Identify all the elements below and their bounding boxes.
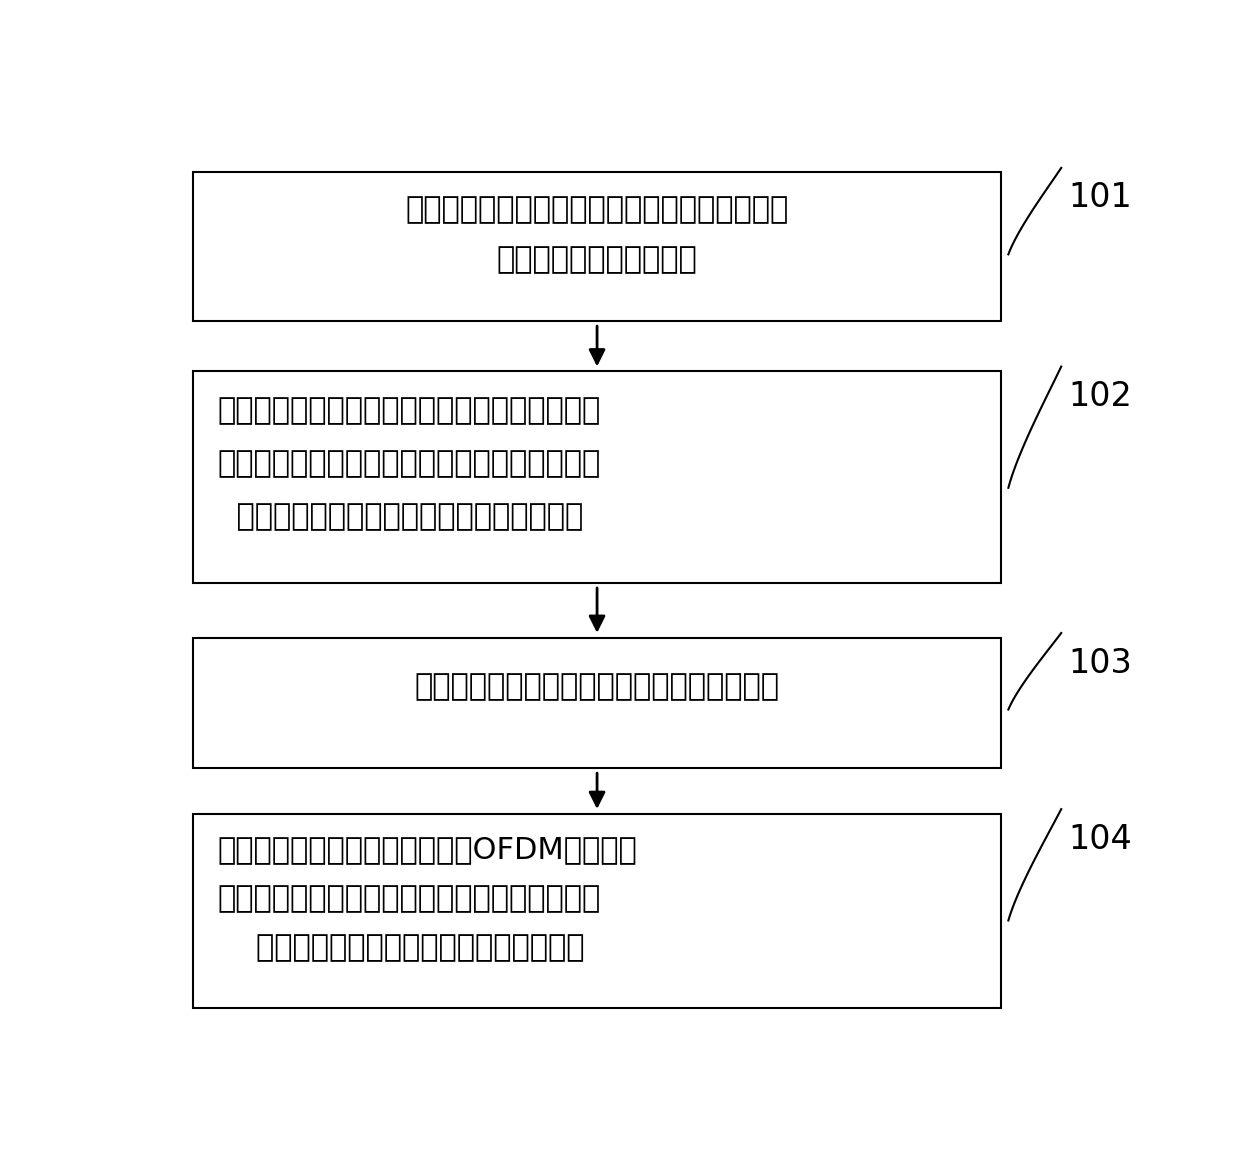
Text: 设备向服务器提供携带有设备相关信息的设备描: 设备向服务器提供携带有设备相关信息的设备描 bbox=[405, 195, 789, 224]
Text: 104: 104 bbox=[1068, 822, 1132, 855]
Bar bbox=[193, 638, 1001, 768]
Bar bbox=[193, 371, 1001, 583]
Text: 证，若认证通过，则为设备分配设备参数，并将: 证，若认证通过，则为设备分配设备参数，并将 bbox=[217, 449, 600, 479]
Text: 设备参数添加至设备描述模板后返回至设备: 设备参数添加至设备描述模板后返回至设备 bbox=[217, 502, 584, 531]
Bar bbox=[193, 172, 1001, 321]
Text: 101: 101 bbox=[1068, 182, 1132, 215]
Text: 设备按照其自的通信协议，通过OFDM电力线载: 设备按照其自的通信协议，通过OFDM电力线载 bbox=[217, 835, 637, 865]
Text: 对交互的数据信息进行通信协议转换处理: 对交互的数据信息进行通信协议转换处理 bbox=[217, 933, 585, 962]
Text: 设备根据服务器分配的设备参数进行参数配置: 设备根据服务器分配的设备参数进行参数配置 bbox=[414, 672, 780, 701]
Text: 述模板，以请求接入系统: 述模板，以请求接入系统 bbox=[497, 245, 697, 273]
Text: 102: 102 bbox=[1068, 380, 1132, 413]
Text: 服务器根据设备相关信息对待接入的设备进行认: 服务器根据设备相关信息对待接入的设备进行认 bbox=[217, 396, 600, 426]
Text: 波与服务器进行交互，且在交互过程中由服务器: 波与服务器进行交互，且在交互过程中由服务器 bbox=[217, 884, 600, 913]
Bar bbox=[193, 814, 1001, 1008]
Text: 103: 103 bbox=[1068, 646, 1132, 679]
